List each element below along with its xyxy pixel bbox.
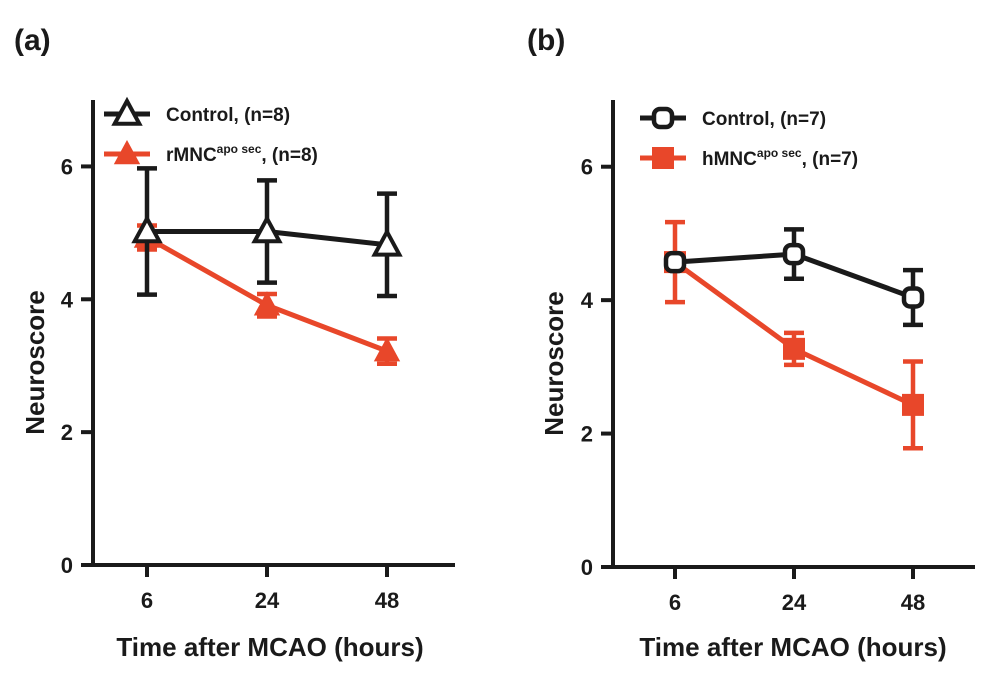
data-point — [663, 250, 687, 274]
panel-label: (a) — [14, 24, 51, 57]
legend-label: Control, (n=8) — [166, 105, 290, 126]
data-point — [783, 337, 805, 360]
y-tick-label: 6 — [61, 154, 73, 179]
x-axis-title: Time after MCAO (hours) — [639, 632, 946, 662]
y-tick-label: 2 — [61, 420, 73, 445]
legend-entry: Control, (n=8) — [104, 96, 290, 126]
x-tick-label: 6 — [669, 590, 681, 615]
data-point — [902, 393, 924, 416]
y-tick-label: 4 — [581, 288, 594, 313]
panel-label: (b) — [527, 24, 565, 57]
series-control — [663, 227, 925, 328]
y-tick-label: 0 — [581, 555, 593, 580]
y-tick-label: 2 — [581, 422, 593, 447]
data-point — [373, 337, 401, 362]
y-tick-label: 0 — [61, 553, 73, 578]
y-axis-title: Neuroscore — [539, 291, 569, 436]
data-point — [371, 227, 403, 257]
y-tick-label: 4 — [61, 287, 74, 312]
x-tick-label: 48 — [375, 588, 399, 613]
data-point — [251, 214, 283, 244]
x-tick-label: 24 — [782, 590, 807, 615]
legend-entry: rMNCapo sec, (n=8) — [104, 139, 318, 166]
data-point — [782, 242, 806, 266]
x-axis-title: Time after MCAO (hours) — [116, 632, 423, 662]
legend-entry: hMNCapo sec, (n=7) — [640, 146, 858, 170]
series-treated — [133, 223, 401, 366]
data-point — [131, 214, 163, 244]
x-tick-label: 24 — [255, 588, 280, 613]
legend-marker — [652, 147, 674, 169]
series-control — [131, 166, 403, 299]
legend-marker — [113, 139, 141, 165]
legend-label: rMNCapo sec, (n=8) — [166, 142, 318, 166]
legend-entry: Control, (n=7) — [640, 106, 826, 130]
legend-label: Control, (n=7) — [702, 109, 826, 130]
y-axis-title: Neuroscore — [20, 290, 50, 435]
x-tick-label: 48 — [901, 590, 925, 615]
legend-label: hMNCapo sec, (n=7) — [702, 146, 858, 170]
data-point — [253, 291, 281, 316]
data-point — [901, 286, 925, 309]
legend-marker — [111, 96, 143, 126]
y-tick-label: 6 — [581, 155, 593, 180]
x-tick-label: 6 — [141, 588, 153, 613]
legend-marker — [651, 106, 675, 130]
